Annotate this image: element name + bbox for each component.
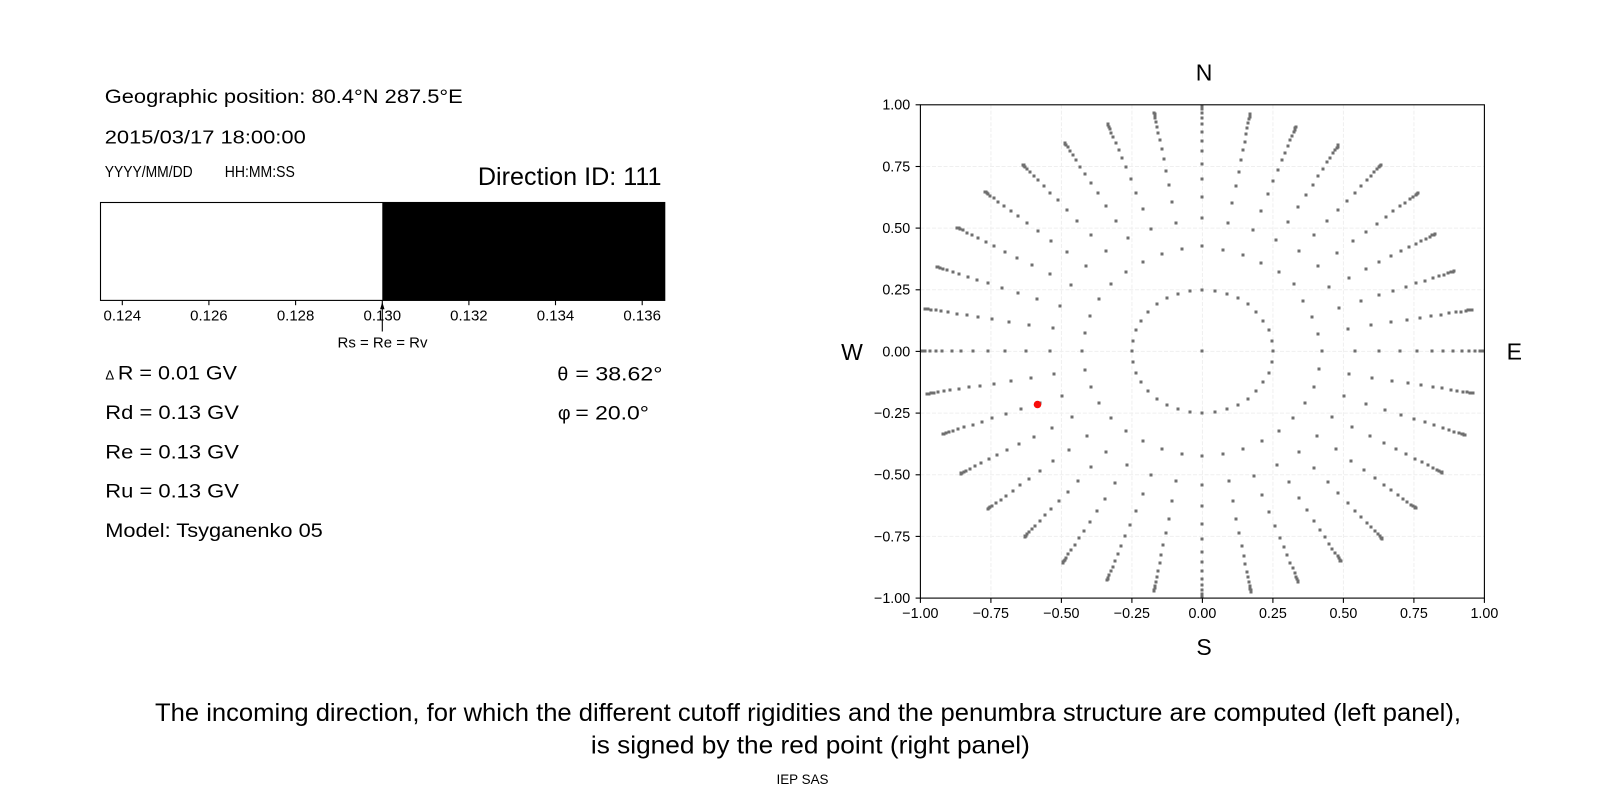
svg-text:Rs = Re = Rv: Rs = Re = Rv bbox=[338, 336, 429, 352]
svg-text:E: E bbox=[1507, 339, 1522, 365]
svg-text:−1.00: −1.00 bbox=[874, 591, 910, 607]
svg-text:N: N bbox=[1196, 59, 1213, 85]
svg-text:Direction ID: 111: Direction ID: 111 bbox=[478, 164, 662, 191]
svg-text:0.50: 0.50 bbox=[882, 221, 910, 237]
svg-text:HH:MM:SS: HH:MM:SS bbox=[225, 164, 295, 181]
svg-text:0.134: 0.134 bbox=[537, 308, 575, 324]
svg-text:Model: Tsyganenko 05: Model: Tsyganenko 05 bbox=[105, 520, 323, 542]
svg-text:0.25: 0.25 bbox=[882, 283, 910, 299]
svg-text:1.00: 1.00 bbox=[1470, 606, 1498, 622]
svg-text:0.75: 0.75 bbox=[1400, 606, 1428, 622]
svg-text:−0.75: −0.75 bbox=[874, 529, 910, 545]
svg-text:W: W bbox=[841, 339, 863, 365]
svg-text:= 38.62°: = 38.62° bbox=[575, 363, 662, 385]
svg-text:−0.25: −0.25 bbox=[874, 406, 910, 422]
svg-text:−0.50: −0.50 bbox=[1043, 606, 1079, 622]
svg-text:0.126: 0.126 bbox=[190, 308, 228, 324]
svg-text:0.25: 0.25 bbox=[1259, 606, 1287, 622]
svg-text:φ: φ bbox=[558, 403, 571, 425]
svg-text:0.00: 0.00 bbox=[1188, 606, 1216, 622]
svg-text:0.132: 0.132 bbox=[450, 308, 488, 324]
svg-text:−1.00: −1.00 bbox=[902, 606, 938, 622]
svg-text:Re = 0.13 GV: Re = 0.13 GV bbox=[105, 441, 239, 463]
svg-text:0.00: 0.00 bbox=[882, 344, 910, 360]
svg-text:0.128: 0.128 bbox=[277, 308, 315, 324]
svg-text:0.124: 0.124 bbox=[104, 308, 142, 324]
svg-text:The incoming direction, for wh: The incoming direction, for which the di… bbox=[155, 699, 1461, 727]
svg-text:IEP SAS: IEP SAS bbox=[777, 772, 829, 788]
svg-text:0.50: 0.50 bbox=[1329, 606, 1357, 622]
svg-text:∆: ∆ bbox=[106, 368, 115, 383]
svg-text:1.00: 1.00 bbox=[882, 98, 910, 114]
svg-text:= 20.0°: = 20.0° bbox=[575, 403, 649, 425]
svg-text:Rd = 0.13 GV: Rd = 0.13 GV bbox=[105, 402, 239, 424]
svg-text:S: S bbox=[1196, 634, 1211, 660]
svg-text:−0.75: −0.75 bbox=[973, 606, 1009, 622]
svg-text:−0.25: −0.25 bbox=[1114, 606, 1150, 622]
svg-text:YYYY/MM/DD: YYYY/MM/DD bbox=[105, 164, 193, 181]
svg-text:Ru = 0.13 GV: Ru = 0.13 GV bbox=[105, 481, 239, 503]
svg-text:−0.50: −0.50 bbox=[874, 468, 910, 484]
svg-text:is signed by the red point (ri: is signed by the red point (right panel) bbox=[591, 732, 1030, 760]
svg-text:0.75: 0.75 bbox=[882, 159, 910, 175]
svg-text:0.136: 0.136 bbox=[623, 308, 661, 324]
svg-text:2015/03/17 18:00:00: 2015/03/17 18:00:00 bbox=[105, 127, 306, 147]
svg-text:θ: θ bbox=[557, 363, 568, 385]
svg-text:Geographic position: 80.4°N 28: Geographic position: 80.4°N 287.5°E bbox=[105, 86, 463, 108]
svg-text:R = 0.01 GV: R = 0.01 GV bbox=[118, 363, 237, 385]
